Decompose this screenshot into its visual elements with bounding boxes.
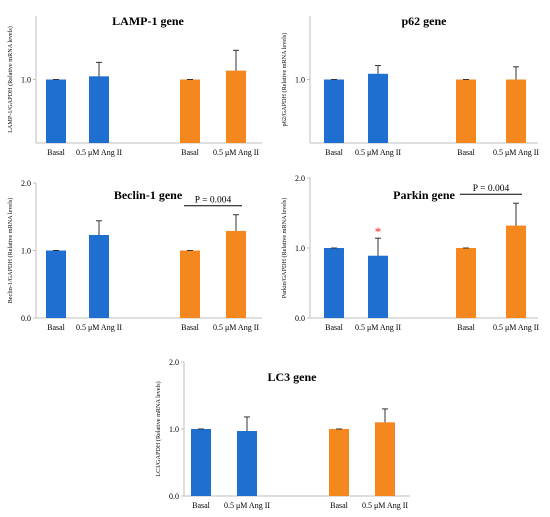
x-tick-label: Basal bbox=[325, 323, 344, 332]
y-tick-label: 1.0 bbox=[21, 247, 31, 256]
y-axis-label: Beclin-1/GAPDH (Relative mRNA levels) bbox=[7, 198, 14, 304]
x-tick-label: Basal bbox=[47, 148, 66, 157]
y-tick-label: 1.0 bbox=[295, 244, 305, 253]
x-tick-label: Basal bbox=[181, 323, 200, 332]
x-tick-label: 0.5 μM Ang II bbox=[493, 323, 539, 332]
bar-1 bbox=[46, 79, 66, 143]
x-tick-label: 0.5 μM Ang II bbox=[355, 323, 401, 332]
chart-title: LAMP-1 gene bbox=[112, 14, 184, 28]
y-axis-label: LAMP-1/GAPDH (Relative mRNA levels) bbox=[7, 26, 14, 133]
chart-panel-1: LAMP-1 gene LAMP-1/GAPDH (Relative mRNA l… bbox=[7, 14, 262, 157]
bar-2 bbox=[237, 431, 257, 496]
bar-4 bbox=[226, 70, 246, 143]
x-tick-label: Basal bbox=[325, 148, 344, 157]
y-tick-label: 0.0 bbox=[21, 314, 31, 323]
bar-4 bbox=[226, 230, 246, 318]
x-tick-label: Basal bbox=[47, 323, 66, 332]
bar-2 bbox=[368, 73, 388, 143]
y-tick-label: 2.0 bbox=[169, 358, 179, 367]
chart-panel-5: LC3 gene LC3/GAPDH (Relative mRNA levels)… bbox=[155, 358, 410, 510]
x-tick-label: Basal bbox=[457, 323, 476, 332]
chart-title: Parkin gene bbox=[393, 188, 455, 202]
bar-2 bbox=[89, 76, 109, 143]
bar-1 bbox=[46, 250, 66, 318]
p-value-label: P = 0.004 bbox=[195, 196, 232, 206]
bar-2 bbox=[89, 234, 109, 318]
bar-2 bbox=[368, 255, 388, 318]
y-tick-label: 2.0 bbox=[21, 179, 31, 188]
x-tick-label: Basal bbox=[330, 501, 349, 510]
bar-3 bbox=[180, 79, 200, 143]
y-axis-label: Parkin/GAPDH (Relative mRNA levels) bbox=[281, 198, 288, 299]
x-tick-label: 0.5 μM Ang II bbox=[213, 148, 259, 157]
x-tick-label: 0.5 μM Ang II bbox=[355, 148, 401, 157]
x-tick-label: 0.5 μM Ang II bbox=[224, 501, 270, 510]
chart-title: p62 gene bbox=[402, 14, 448, 28]
y-tick-label: 0.0 bbox=[169, 492, 179, 501]
x-tick-label: 0.5 μM Ang II bbox=[76, 148, 122, 157]
bar-1 bbox=[324, 79, 344, 143]
x-tick-label: Basal bbox=[457, 148, 476, 157]
y-tick-label: 1.0 bbox=[21, 76, 31, 85]
bar-4 bbox=[506, 79, 526, 143]
y-tick-label: 2.0 bbox=[295, 174, 305, 183]
y-tick-label: 0.0 bbox=[295, 314, 305, 323]
x-tick-label: 0.5 μM Ang II bbox=[76, 323, 122, 332]
chart-title: LC3 gene bbox=[268, 370, 318, 384]
bar-1 bbox=[324, 248, 344, 318]
x-tick-label: 0.5 μM Ang II bbox=[493, 148, 539, 157]
x-tick-label: Basal bbox=[192, 501, 211, 510]
y-axis-label: p62/GAPDH (Relative mRNA levels) bbox=[281, 33, 288, 127]
bar-3 bbox=[456, 79, 476, 143]
chart-panel-3: Beclin-1 gene Beclin-1/GAPDH (Relative mR… bbox=[7, 179, 262, 332]
y-tick-label: 1.0 bbox=[169, 425, 179, 434]
p-value-label: P = 0.004 bbox=[473, 184, 510, 194]
bar-4 bbox=[375, 422, 395, 496]
x-tick-label: 0.5 μM Ang II bbox=[213, 323, 259, 332]
y-tick-label: 1.0 bbox=[295, 76, 305, 85]
bar-3 bbox=[180, 250, 200, 318]
chart-title: Beclin-1 gene bbox=[114, 188, 183, 202]
chart-panel-4: Parkin gene Parkin/GAPDH (Relative mRNA l… bbox=[281, 174, 539, 332]
x-tick-label: 0.5 μM Ang II bbox=[362, 501, 408, 510]
chart-panel-2: p62 gene p62/GAPDH (Relative mRNA levels)… bbox=[281, 14, 539, 157]
significance-asterisk: * bbox=[375, 224, 382, 239]
bar-1 bbox=[191, 429, 211, 496]
bar-3 bbox=[329, 429, 349, 496]
x-tick-label: Basal bbox=[181, 148, 200, 157]
bar-3 bbox=[456, 248, 476, 318]
bar-4 bbox=[506, 225, 526, 318]
y-axis-label: LC3/GAPDH (Relative mRNA levels) bbox=[155, 381, 162, 476]
